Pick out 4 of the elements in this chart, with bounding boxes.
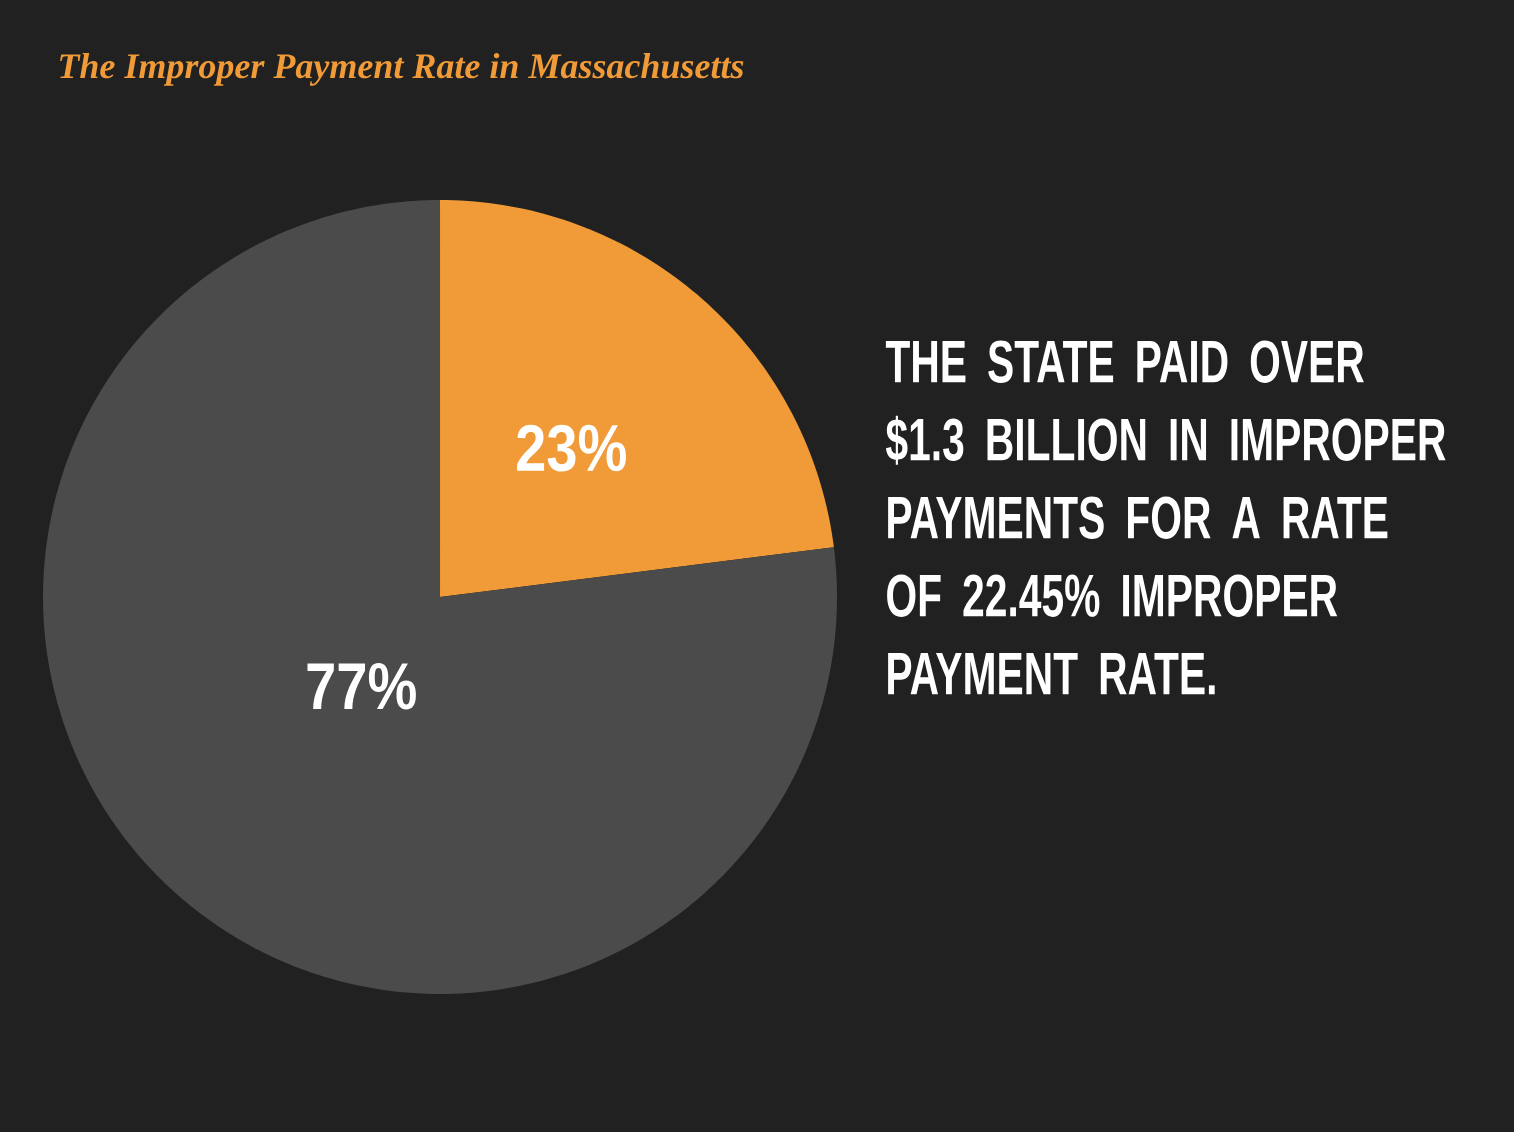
text: THE STATE PAID OVER $1.3 BILLION IN IMPROPER PAYMENTS FOR A RATE OF 22.45% IMPROPER PAYMENT RATE. [885, 340, 1446, 695]
chart-title: The Improper Payment Rate in Massachusetts [60, 53, 744, 86]
data-label: 23% [517, 424, 626, 472]
data-label: 77% [307, 663, 416, 710]
